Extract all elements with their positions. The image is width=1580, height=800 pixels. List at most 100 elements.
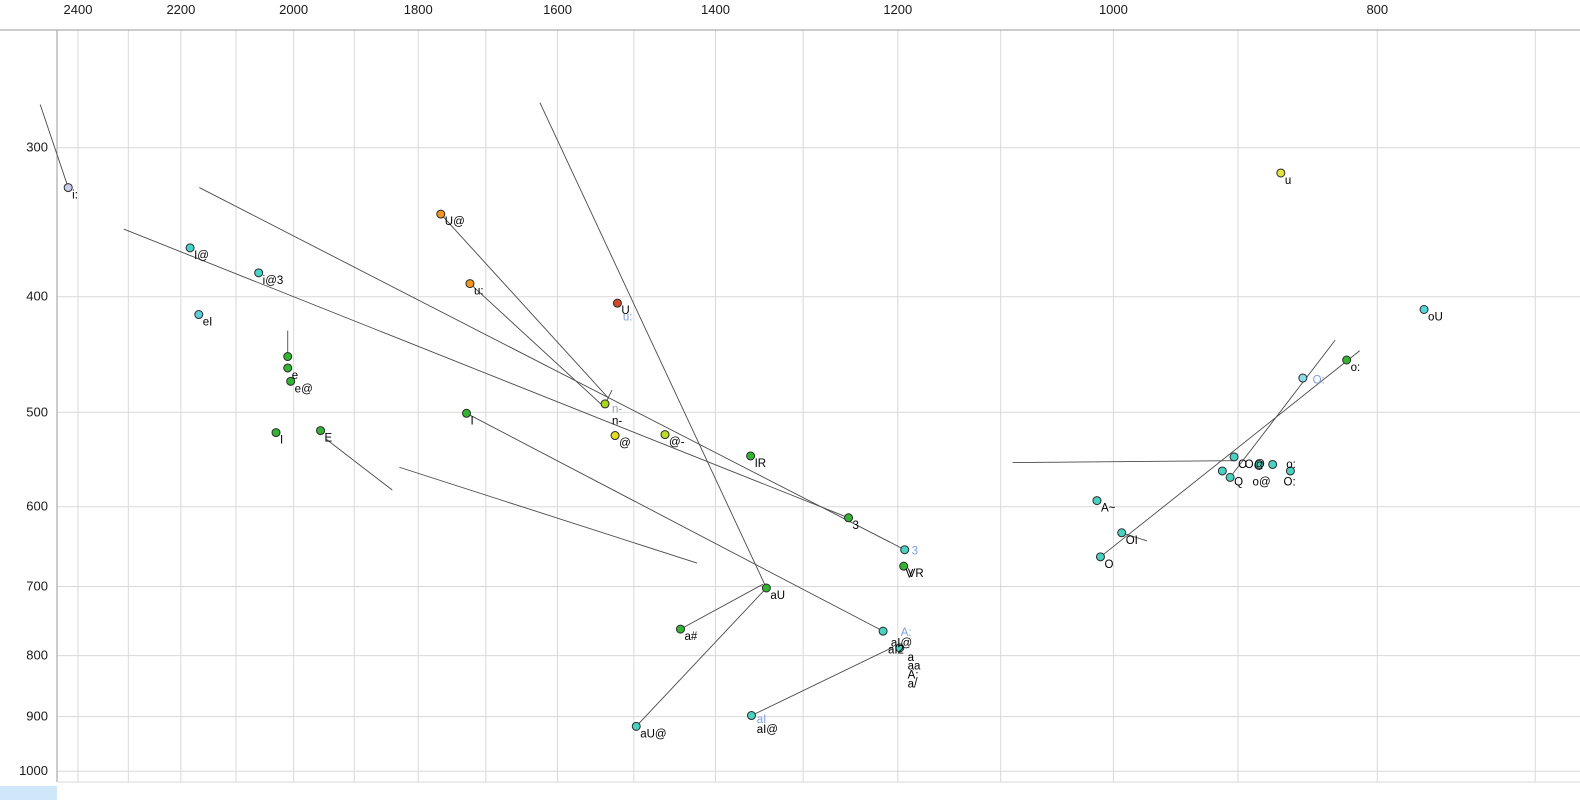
vowel-point-6-u xyxy=(612,298,622,308)
annotation-label-2: O@ xyxy=(1245,459,1266,471)
vowel-label-17: A~ xyxy=(1101,503,1116,515)
vowel-point-21 xyxy=(900,545,910,555)
trajectory-line-8 xyxy=(326,439,393,491)
vowel-point-28 xyxy=(746,711,756,721)
annotation-label-7: 3 xyxy=(912,545,918,557)
x-tick-2000: 2000 xyxy=(279,2,308,17)
vowel-point-5-u xyxy=(465,279,475,289)
vowel-point-30-i xyxy=(271,428,281,438)
vowel-label-18: OI xyxy=(1126,535,1138,547)
vowel-label-22: VR xyxy=(908,568,924,580)
trajectory-line-2 xyxy=(199,187,905,551)
annotation-label-0: u: xyxy=(623,312,633,324)
vowel-label-37: @- xyxy=(669,437,685,449)
vowel-point-17-a xyxy=(1092,496,1102,506)
vowel-point-22-vr xyxy=(899,561,909,571)
vowel-label-1: I@ xyxy=(194,250,209,262)
vowel-point-18-oi xyxy=(1117,528,1127,538)
vowel-point-35 xyxy=(600,399,610,409)
vowel-point-23-au xyxy=(761,583,771,593)
vowel-label-5: u: xyxy=(474,286,484,298)
y-tick-300: 300 xyxy=(26,140,48,155)
vowel-point-34-i xyxy=(462,408,472,418)
vowel-label-2: i@3 xyxy=(263,275,284,287)
vowel-point-9-o xyxy=(1342,355,1352,365)
vowel-point-10 xyxy=(1298,373,1308,383)
vowel-point-33-e xyxy=(286,376,296,386)
y-tick-900: 900 xyxy=(26,709,48,724)
vowel-point-1-i xyxy=(185,243,195,253)
vowel-label-8: oU xyxy=(1428,311,1443,323)
vowel-point-11-o xyxy=(1229,452,1239,462)
vowel-label-20: 3 xyxy=(853,520,859,532)
annotation-label-14: A: xyxy=(908,669,919,681)
annotation-label-4: Q xyxy=(1234,477,1243,489)
annotation-label-12: a xyxy=(908,652,915,664)
vowel-label-30: I xyxy=(280,435,283,447)
vowel-point-7-u xyxy=(1276,168,1286,178)
annotation-label-6: O: xyxy=(1284,477,1296,489)
trajectory-line-11 xyxy=(635,587,767,727)
vowel-point-8-ou xyxy=(1419,304,1429,314)
vowel-label-36: @ xyxy=(619,438,631,450)
vowel-label-24: a# xyxy=(685,631,698,643)
vowel-point-3-ei xyxy=(194,310,204,320)
x-tick-2400: 2400 xyxy=(64,2,93,17)
y-tick-700: 700 xyxy=(26,579,48,594)
vowel-point-27-au xyxy=(631,721,641,731)
vowel-label-29: E xyxy=(325,433,333,445)
trajectory-line-3 xyxy=(440,213,610,399)
vowel-point-13 xyxy=(1225,472,1235,482)
annotation-label-13: aa xyxy=(908,661,921,673)
vowel-label-23: aU xyxy=(770,590,785,602)
vowel-point-16 xyxy=(1285,466,1295,476)
trajectory-line-14 xyxy=(1232,339,1336,475)
annotation-label-19: n- xyxy=(612,416,622,428)
x-tick-800: 800 xyxy=(1366,2,1388,17)
vowel-label-4: U@ xyxy=(445,216,465,228)
vowel-label-11: O xyxy=(1238,459,1247,471)
annotation-label-3: o: xyxy=(1286,459,1296,471)
vowel-label-7: u xyxy=(1285,175,1291,187)
trajectory-line-15 xyxy=(1100,350,1360,558)
vowel-point-38-ir xyxy=(746,451,756,461)
vowel-point-20-3 xyxy=(844,513,854,523)
vowel-point-32-e xyxy=(283,363,293,373)
annotation-label-16: aI xyxy=(757,714,767,726)
vowel-point-29-e xyxy=(316,426,326,436)
vowel-label-6: U xyxy=(621,305,629,317)
trajectory-line-4 xyxy=(469,283,603,406)
vowel-point-26 xyxy=(895,643,905,653)
vowel-label-3: eI xyxy=(203,317,213,329)
x-tick-1600: 1600 xyxy=(543,2,572,17)
trajectory-line-0 xyxy=(39,104,69,188)
trajectory-line-5 xyxy=(539,102,767,589)
annotation-label-15: a/ xyxy=(908,679,918,691)
trajectory-line-13 xyxy=(1012,460,1235,464)
vowel-point-12 xyxy=(1217,466,1227,476)
annotation-label-1: O: xyxy=(1313,375,1325,387)
trajectory-line-9 xyxy=(466,412,884,632)
trajectory-line-10 xyxy=(751,646,894,716)
trajectory-line-17 xyxy=(399,466,698,564)
vowel-point-4-u xyxy=(436,209,446,219)
vowel-label-9: o: xyxy=(1351,362,1361,374)
vowel-label-38: IR xyxy=(755,458,767,470)
annotation-label-8: V xyxy=(906,569,914,581)
vowel-point-36- xyxy=(610,431,620,441)
vowel-label-34: I xyxy=(471,415,474,427)
vowel-point-24-a xyxy=(676,624,686,634)
y-tick-600: 600 xyxy=(26,499,48,514)
vowel-point-0-i xyxy=(63,183,73,193)
y-tick-800: 800 xyxy=(26,648,48,663)
y-tick-1000: 1000 xyxy=(19,763,48,778)
vowel-point-2-i3 xyxy=(254,268,264,278)
vowel-label-32: e xyxy=(292,370,298,382)
vowel-point-14 xyxy=(1254,459,1264,469)
vowel-point-25 xyxy=(878,626,888,636)
vowel-label-0: i: xyxy=(72,190,78,202)
vowel-point-37- xyxy=(660,430,670,440)
annotation-label-17: aI@ xyxy=(757,724,778,736)
corner-decoration xyxy=(0,786,57,800)
x-tick-2200: 2200 xyxy=(166,2,195,17)
